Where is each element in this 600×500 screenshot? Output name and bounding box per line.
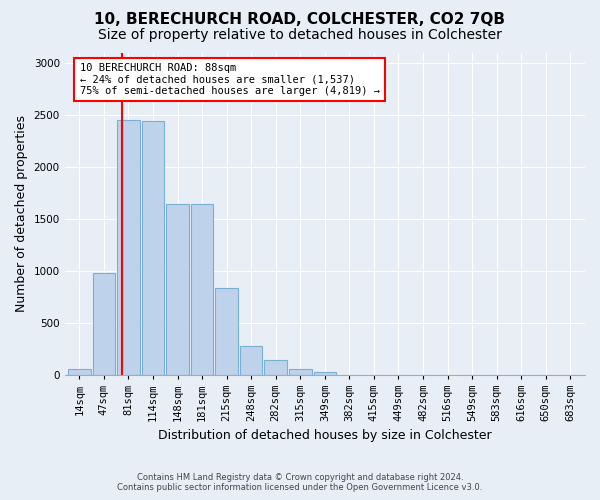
- Bar: [117, 120, 140, 374]
- Bar: [166, 204, 189, 374]
- Bar: [92, 273, 115, 374]
- Bar: [191, 204, 214, 374]
- Bar: [142, 121, 164, 374]
- Text: 10, BERECHURCH ROAD, COLCHESTER, CO2 7QB: 10, BERECHURCH ROAD, COLCHESTER, CO2 7QB: [95, 12, 505, 28]
- X-axis label: Distribution of detached houses by size in Colchester: Distribution of detached houses by size …: [158, 430, 491, 442]
- Bar: [289, 369, 311, 374]
- Y-axis label: Number of detached properties: Number of detached properties: [15, 115, 28, 312]
- Bar: [314, 372, 336, 374]
- Bar: [68, 370, 91, 374]
- Text: Contains HM Land Registry data © Crown copyright and database right 2024.
Contai: Contains HM Land Registry data © Crown c…: [118, 473, 482, 492]
- Text: 10 BERECHURCH ROAD: 88sqm
← 24% of detached houses are smaller (1,537)
75% of se: 10 BERECHURCH ROAD: 88sqm ← 24% of detac…: [80, 63, 380, 96]
- Bar: [240, 346, 262, 374]
- Bar: [215, 288, 238, 374]
- Bar: [265, 360, 287, 374]
- Text: Size of property relative to detached houses in Colchester: Size of property relative to detached ho…: [98, 28, 502, 42]
